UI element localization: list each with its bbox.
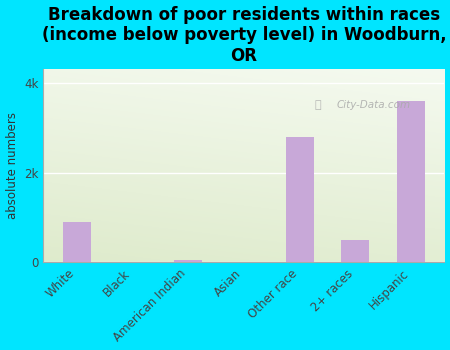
Text: City-Data.com: City-Data.com: [336, 100, 410, 110]
Bar: [286, 137, 314, 262]
Title: Breakdown of poor residents within races
(income below poverty level) in Woodbur: Breakdown of poor residents within races…: [41, 6, 446, 65]
Bar: [342, 240, 369, 262]
Bar: [174, 260, 202, 262]
Y-axis label: absolute numbers: absolute numbers: [5, 112, 18, 219]
Text: ⓘ: ⓘ: [315, 100, 321, 110]
Bar: [63, 222, 91, 262]
Bar: [397, 101, 425, 262]
